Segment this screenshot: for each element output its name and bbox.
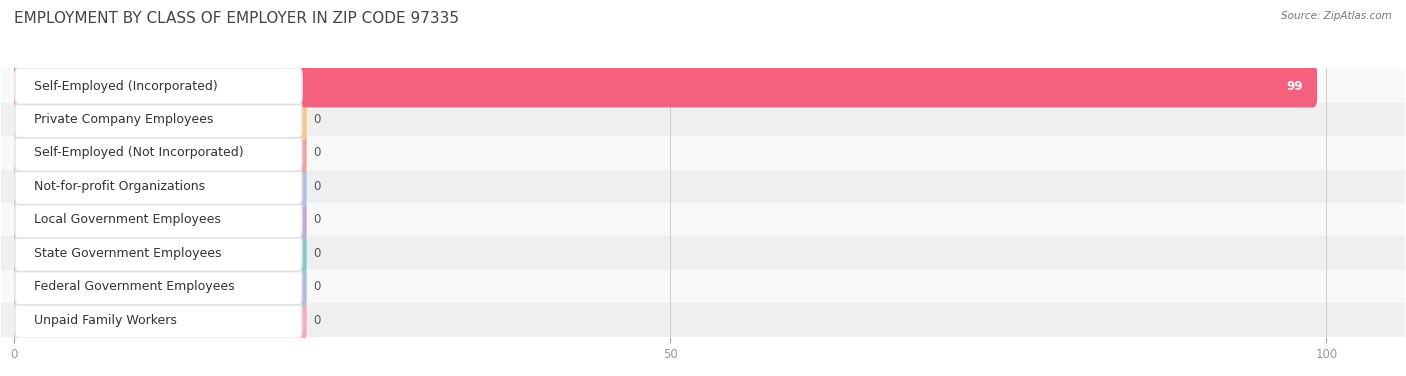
FancyBboxPatch shape <box>1 136 1405 170</box>
FancyBboxPatch shape <box>1 237 1405 270</box>
FancyBboxPatch shape <box>10 98 307 141</box>
Text: EMPLOYMENT BY CLASS OF EMPLOYER IN ZIP CODE 97335: EMPLOYMENT BY CLASS OF EMPLOYER IN ZIP C… <box>14 11 460 26</box>
Text: 0: 0 <box>314 213 321 226</box>
Text: Self-Employed (Not Incorporated): Self-Employed (Not Incorporated) <box>34 146 243 159</box>
FancyBboxPatch shape <box>10 299 307 341</box>
Text: 0: 0 <box>314 113 321 126</box>
Text: 0: 0 <box>314 146 321 159</box>
FancyBboxPatch shape <box>1 203 1405 237</box>
FancyBboxPatch shape <box>14 101 302 138</box>
FancyBboxPatch shape <box>1 69 1405 103</box>
Text: 0: 0 <box>314 314 321 326</box>
FancyBboxPatch shape <box>10 265 307 308</box>
FancyBboxPatch shape <box>14 302 302 338</box>
FancyBboxPatch shape <box>10 132 307 174</box>
FancyBboxPatch shape <box>10 199 307 241</box>
FancyBboxPatch shape <box>14 68 302 105</box>
Text: State Government Employees: State Government Employees <box>34 247 221 260</box>
FancyBboxPatch shape <box>14 135 302 171</box>
Text: Not-for-profit Organizations: Not-for-profit Organizations <box>34 180 205 193</box>
FancyBboxPatch shape <box>14 202 302 238</box>
FancyBboxPatch shape <box>14 268 302 305</box>
Text: Local Government Employees: Local Government Employees <box>34 213 221 226</box>
FancyBboxPatch shape <box>1 170 1405 203</box>
Text: Private Company Employees: Private Company Employees <box>34 113 214 126</box>
FancyBboxPatch shape <box>14 235 302 271</box>
Text: Self-Employed (Incorporated): Self-Employed (Incorporated) <box>34 80 218 92</box>
Text: 0: 0 <box>314 280 321 293</box>
Text: 0: 0 <box>314 180 321 193</box>
Text: Federal Government Employees: Federal Government Employees <box>34 280 235 293</box>
FancyBboxPatch shape <box>10 65 1317 108</box>
Text: 0: 0 <box>314 247 321 260</box>
FancyBboxPatch shape <box>14 168 302 205</box>
Text: Unpaid Family Workers: Unpaid Family Workers <box>34 314 177 326</box>
FancyBboxPatch shape <box>10 165 307 208</box>
Text: Source: ZipAtlas.com: Source: ZipAtlas.com <box>1281 11 1392 21</box>
FancyBboxPatch shape <box>10 232 307 274</box>
Text: 99: 99 <box>1286 80 1303 92</box>
FancyBboxPatch shape <box>1 270 1405 303</box>
FancyBboxPatch shape <box>1 103 1405 136</box>
FancyBboxPatch shape <box>1 303 1405 337</box>
